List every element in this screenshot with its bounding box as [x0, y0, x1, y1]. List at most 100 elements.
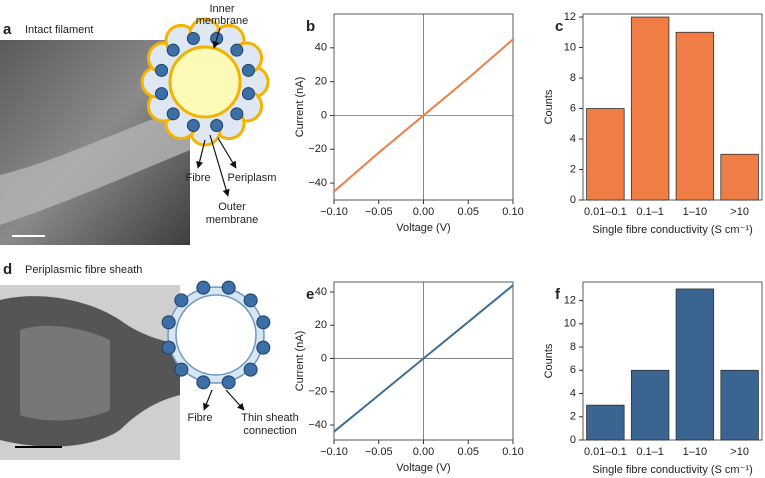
- y-tick-label: −20: [308, 143, 327, 155]
- y-axis-label: Current (nA): [294, 331, 306, 392]
- y-tick-label: 2: [570, 163, 576, 175]
- y-axis-label: Counts: [543, 89, 555, 124]
- y-tick-label: 12: [564, 294, 576, 306]
- x-tick-label: 0.1–1: [636, 446, 664, 458]
- fibre: [186, 32, 200, 46]
- y-tick-label: 0: [570, 434, 576, 446]
- bar: [720, 153, 759, 201]
- fibre: [174, 293, 189, 308]
- y-tick-label: 40: [315, 42, 327, 54]
- fibre: [230, 43, 244, 57]
- fibre: [243, 293, 258, 308]
- annotation: Thin sheath: [241, 412, 298, 424]
- y-tick-label: 40: [315, 286, 327, 298]
- annotation: Fibre: [185, 172, 210, 184]
- y-tick-label: −20: [308, 386, 327, 398]
- fibre: [161, 340, 176, 355]
- plot-frame: [582, 281, 763, 441]
- panel-label: e: [306, 286, 314, 303]
- y-tick-label: −40: [308, 419, 327, 431]
- fibre: [256, 315, 271, 330]
- arrows: [203, 389, 245, 411]
- y-tick-label: 4: [570, 387, 576, 399]
- fibre: [166, 107, 180, 121]
- panel-title: Intact filament: [25, 24, 93, 36]
- x-axis-label: Voltage (V): [396, 222, 450, 234]
- plot-frame: [582, 13, 763, 201]
- bar: [720, 369, 759, 441]
- x-tick-label: −0.10: [320, 206, 348, 218]
- y-tick-label: 10: [564, 318, 576, 330]
- diagram: [140, 17, 270, 147]
- annotation: connection: [243, 425, 296, 437]
- fibre: [196, 375, 211, 390]
- fibre: [186, 118, 200, 132]
- x-tick-label: >10: [730, 446, 749, 458]
- y-tick-label: 0: [321, 109, 327, 121]
- fibre: [155, 63, 169, 77]
- x-axis-label: Voltage (V): [396, 462, 450, 474]
- y-tick-label: 10: [564, 41, 576, 53]
- bar: [675, 31, 715, 201]
- fibre: [166, 43, 180, 57]
- x-tick-label: −0.05: [365, 446, 393, 458]
- y-tick-label: 6: [570, 364, 576, 376]
- panel-label: b: [306, 18, 315, 35]
- annotation: membrane: [206, 214, 259, 226]
- x-tick-label: 0.05: [458, 206, 479, 218]
- x-tick-label: −0.10: [320, 446, 348, 458]
- fibre: [230, 107, 244, 121]
- x-tick-label: 0.00: [413, 446, 434, 458]
- x-tick-label: −0.05: [365, 206, 393, 218]
- y-tick-label: 0: [321, 352, 327, 364]
- y-tick-label: 8: [570, 72, 576, 84]
- fibre: [161, 315, 176, 330]
- x-tick-label: 0.00: [413, 206, 434, 218]
- annotation: Periplasm: [228, 172, 277, 184]
- arrows: [196, 27, 237, 197]
- annotation: Outer: [218, 201, 246, 213]
- lumen: [175, 294, 257, 376]
- inner-membrane: [168, 45, 242, 119]
- x-tick-label: 0.01–0.1: [584, 206, 627, 218]
- bar: [586, 404, 625, 441]
- bar: [586, 108, 625, 201]
- y-tick-label: 4: [570, 133, 576, 145]
- y-tick-label: 2: [570, 411, 576, 423]
- panel-label: c: [555, 18, 563, 35]
- y-tick-label: 0: [570, 194, 576, 206]
- annotation: Inner: [209, 3, 234, 15]
- fibre: [210, 118, 224, 132]
- fibre: [241, 63, 255, 77]
- x-tick-label: 1–10: [683, 206, 707, 218]
- panel-label: f: [555, 286, 561, 303]
- x-tick-label: >10: [730, 206, 749, 218]
- fibre: [174, 362, 189, 377]
- fibre: [196, 280, 211, 295]
- y-tick-label: −40: [308, 177, 327, 189]
- y-tick-label: 6: [570, 102, 576, 114]
- x-tick-label: 0.01–0.1: [584, 446, 627, 458]
- fibre: [155, 87, 169, 101]
- fibre: [221, 280, 236, 295]
- filament: [0, 105, 190, 225]
- iv-curve: [333, 38, 514, 193]
- fibre: [256, 340, 271, 355]
- iv-curve: [333, 284, 514, 433]
- y-axis-label: Counts: [543, 343, 555, 378]
- x-tick-label: 0.10: [502, 206, 523, 218]
- bar: [630, 16, 670, 201]
- fibre: [243, 362, 258, 377]
- bar: [630, 369, 670, 441]
- x-axis-label: Single fibre conductivity (S cm⁻¹): [592, 464, 752, 476]
- sheath-core: [20, 325, 110, 421]
- y-tick-label: 20: [315, 76, 327, 88]
- bar: [675, 288, 715, 441]
- y-tick-label: 20: [315, 319, 327, 331]
- x-axis-label: Single fibre conductivity (S cm⁻¹): [592, 224, 752, 236]
- panel-label: a: [3, 21, 12, 38]
- annotation: membrane: [196, 15, 249, 27]
- x-tick-label: 1–10: [683, 446, 707, 458]
- y-tick-label: 8: [570, 341, 576, 353]
